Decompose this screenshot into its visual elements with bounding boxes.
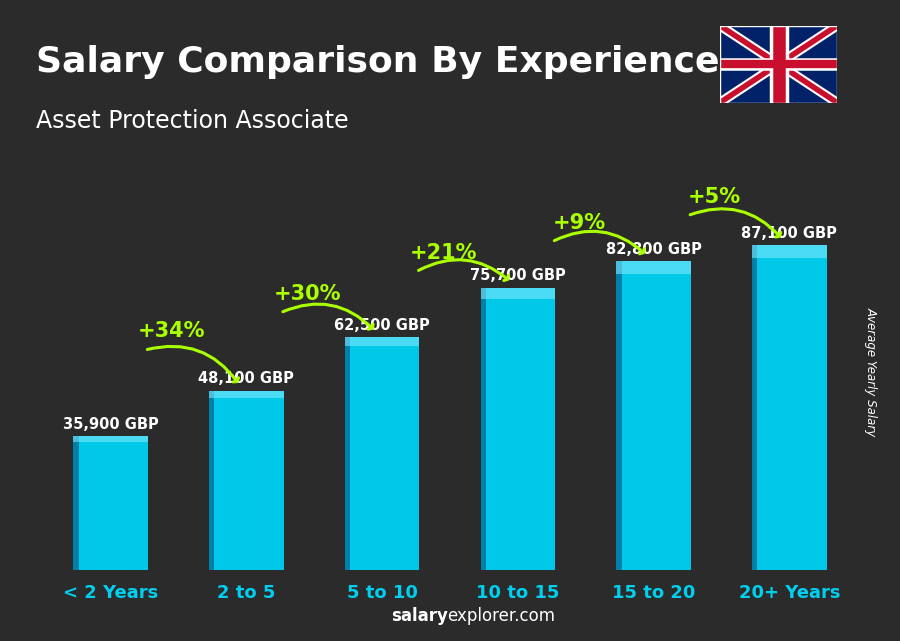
Bar [616, 262, 691, 274]
Text: +34%: +34% [138, 322, 205, 342]
Text: 75,700 GBP: 75,700 GBP [470, 269, 566, 283]
Bar [752, 246, 827, 258]
Bar [345, 337, 350, 570]
FancyBboxPatch shape [345, 337, 419, 570]
Text: Salary Comparison By Experience: Salary Comparison By Experience [36, 45, 719, 79]
Text: 62,500 GBP: 62,500 GBP [334, 317, 430, 333]
Bar [345, 337, 419, 346]
Text: 82,800 GBP: 82,800 GBP [606, 242, 701, 257]
Bar [752, 246, 757, 570]
Bar [616, 262, 622, 570]
FancyBboxPatch shape [73, 437, 148, 570]
Text: 35,900 GBP: 35,900 GBP [63, 417, 158, 432]
Bar [481, 288, 555, 299]
Bar [209, 391, 284, 398]
Text: 48,100 GBP: 48,100 GBP [199, 371, 294, 387]
Text: Asset Protection Associate: Asset Protection Associate [36, 109, 348, 133]
Text: +9%: +9% [553, 213, 606, 233]
FancyBboxPatch shape [752, 246, 827, 570]
Text: +5%: +5% [688, 187, 742, 207]
Text: 87,100 GBP: 87,100 GBP [742, 226, 837, 241]
Bar [73, 437, 78, 570]
Text: salary: salary [392, 607, 448, 625]
Bar [481, 288, 486, 570]
FancyBboxPatch shape [481, 288, 555, 570]
Text: Average Yearly Salary: Average Yearly Salary [865, 307, 878, 437]
Text: +21%: +21% [410, 243, 477, 263]
FancyBboxPatch shape [209, 391, 284, 570]
Bar [209, 391, 214, 570]
Bar [73, 437, 148, 442]
Text: explorer.com: explorer.com [447, 607, 555, 625]
FancyBboxPatch shape [616, 262, 691, 570]
Text: +30%: +30% [274, 284, 341, 304]
